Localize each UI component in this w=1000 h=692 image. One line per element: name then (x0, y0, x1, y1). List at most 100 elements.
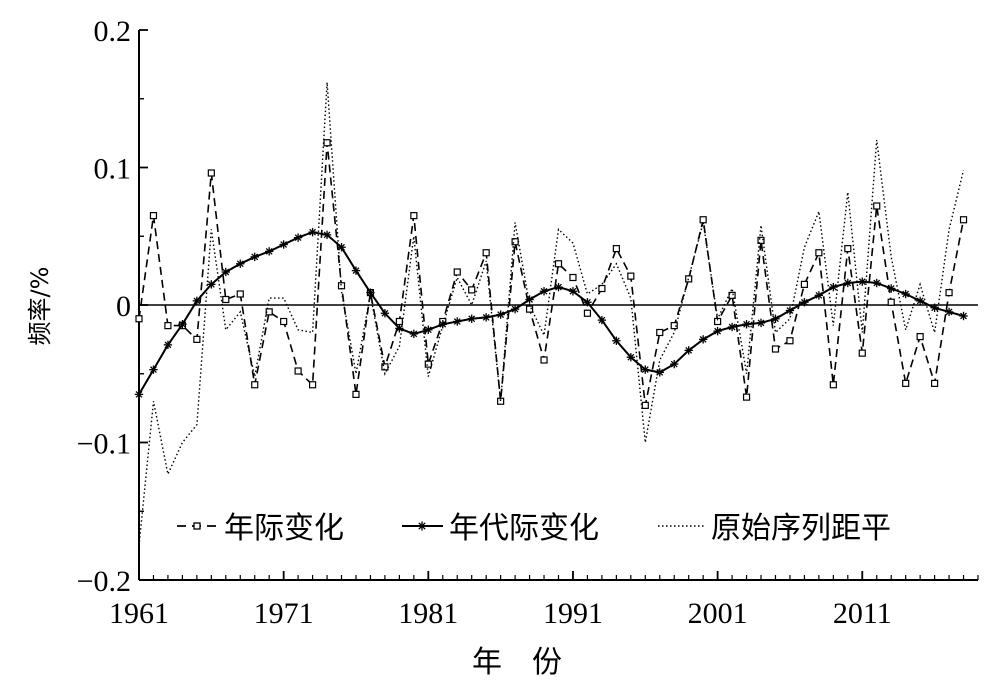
data-point-square (627, 272, 635, 280)
data-point-star (785, 306, 795, 315)
data-point-star (858, 277, 867, 286)
x-tick-label: 2011 (833, 597, 892, 630)
data-point-star (496, 310, 505, 319)
data-point-square (323, 139, 331, 147)
data-point-star (713, 326, 722, 336)
data-point-square (598, 284, 606, 293)
data-point-star (409, 329, 419, 339)
data-point-star (843, 278, 853, 288)
data-point-star (453, 317, 462, 326)
data-point-square (308, 381, 317, 389)
series-line-interdecadal (138, 231, 964, 395)
data-point-star (250, 252, 259, 262)
data-point-star (901, 289, 910, 299)
legend-item-original: 原始序列距平 (658, 511, 891, 546)
data-point-star (539, 287, 549, 296)
data-point-square (525, 305, 534, 313)
legend-label-original: 原始序列距平 (711, 511, 891, 546)
data-point-star (684, 346, 693, 355)
y-tick-label: −0.2 (77, 565, 131, 598)
series-solid-star (134, 227, 968, 399)
data-point-star (337, 243, 346, 252)
data-point-star (481, 313, 491, 322)
data-point-square (815, 249, 823, 257)
data-point-square (742, 393, 751, 401)
data-point-star (510, 304, 520, 314)
data-point-square (453, 268, 461, 276)
data-point-star (308, 227, 317, 237)
data-point-square (395, 317, 403, 326)
data-point-star (322, 230, 332, 240)
data-point-star (554, 282, 563, 292)
data-point-square (858, 349, 866, 357)
data-point-star (626, 353, 636, 362)
data-point-square (569, 273, 577, 282)
data-point-star (279, 240, 288, 249)
data-point-square (612, 245, 620, 253)
data-point-square (873, 202, 881, 210)
data-point-square (583, 309, 592, 317)
y-tick-label: −0.1 (77, 428, 131, 461)
data-point-square (931, 379, 939, 387)
data-point-star (727, 322, 737, 332)
data-point-star (872, 278, 881, 288)
data-point-star (959, 311, 968, 321)
y-tick-label: 0.2 (94, 15, 132, 48)
data-point-square (554, 260, 563, 268)
data-point-square (207, 169, 215, 177)
data-point-star (814, 291, 824, 300)
data-point-star (829, 282, 838, 292)
data-point-square (280, 317, 288, 326)
data-point-square (641, 401, 649, 409)
data-point-star (207, 280, 216, 289)
series-line-interannual (138, 142, 965, 406)
data-point-star (192, 296, 202, 306)
data-point-star (178, 320, 187, 329)
legend-item-interdecadal: 年代际变化 (402, 511, 599, 546)
legend-label-interannual: 年际变化 (224, 511, 344, 546)
data-point-star (698, 335, 708, 344)
data-point-star (612, 336, 621, 345)
x-axis-title: 年 份 (472, 645, 562, 680)
data-point-star (641, 365, 650, 374)
data-point-square (236, 290, 244, 298)
data-point-square (511, 238, 519, 246)
data-point-star (134, 390, 144, 399)
data-point-square (222, 295, 230, 304)
data-point-square (771, 345, 780, 353)
data-point-square (164, 322, 172, 330)
data-point-star (655, 368, 664, 377)
series-dotted (138, 82, 965, 546)
data-point-star (264, 247, 274, 256)
data-point-square (251, 381, 259, 389)
data-point-star (351, 266, 361, 275)
data-point-square (656, 328, 664, 337)
data-point-square (670, 322, 678, 330)
legend-square-marker (193, 522, 201, 530)
data-point-star (944, 307, 954, 317)
legend-label-interdecadal: 年代际变化 (449, 511, 599, 546)
data-point-square (424, 360, 432, 368)
data-point-star (887, 284, 896, 293)
data-point-square (959, 216, 968, 224)
data-point-star (525, 295, 534, 304)
data-point-star (670, 359, 679, 369)
x-tick-label: 1981 (398, 597, 458, 630)
y-tick-label: 0.1 (94, 153, 132, 186)
data-point-square (728, 291, 736, 299)
data-point-square (337, 282, 346, 290)
data-point-star (756, 318, 766, 328)
legend-item-interannual: 年际变化 (177, 511, 344, 546)
data-point-square (757, 236, 765, 244)
data-point-star (438, 320, 447, 329)
data-point-square (149, 212, 158, 220)
data-point-star (771, 314, 780, 323)
y-axis-title: 频率/% (26, 267, 54, 346)
data-point-square (410, 212, 418, 220)
data-point-square (887, 298, 895, 306)
data-point-star (742, 320, 751, 329)
data-point-star (583, 298, 592, 307)
data-point-square (482, 249, 490, 257)
data-point-star (163, 340, 173, 350)
